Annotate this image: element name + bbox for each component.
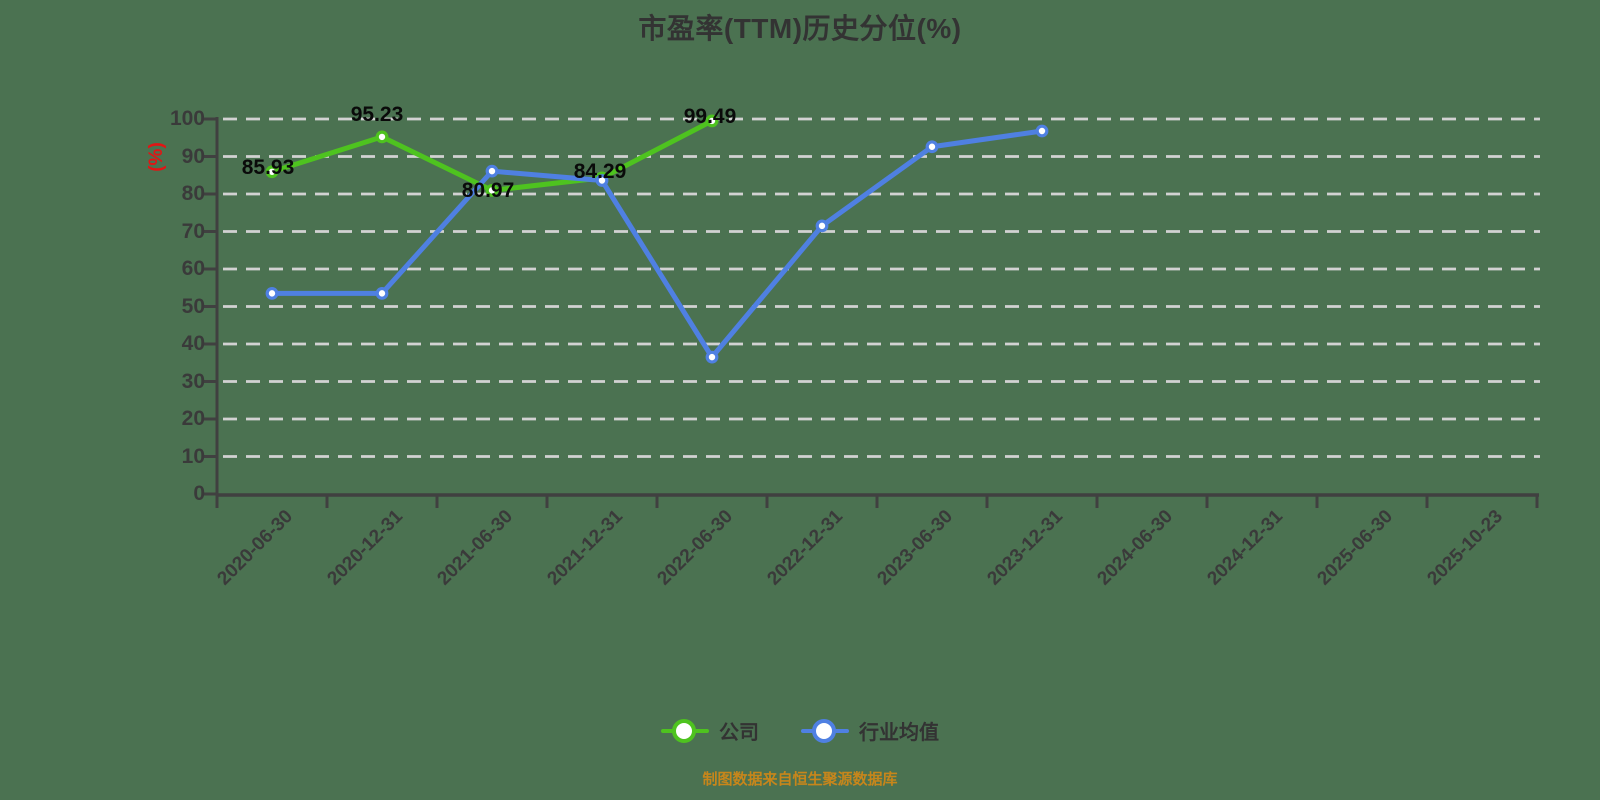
industry-line-marker-icon [801,718,849,744]
data-point-1 [595,174,609,187]
company-line-marker-icon [661,718,709,744]
y-tick-label: 100 [169,107,205,130]
legend-label-company: 公司 [719,722,759,744]
y-tick-label: 0 [193,482,205,505]
data-point-1 [1035,124,1049,138]
chart-title: 市盈率(TTM)历史分位(%) [638,13,962,44]
y-tick-label: 20 [181,407,205,430]
y-tick-label: 60 [181,257,205,280]
data-point-1 [925,140,939,154]
data-point-1 [375,286,389,300]
data-point-0 [375,130,389,144]
point-value-label: 80.97 [461,179,515,202]
y-tick-label: 70 [181,219,205,243]
y-tick-label: 80 [181,182,205,205]
y-tick-label: 90 [181,144,205,168]
legend-item-industry-avg[interactable]: 行业均值 [801,716,939,745]
legend: 公司 行业均值 [0,716,1600,745]
data-point-0 [265,165,279,179]
point-value-label: 84.29 [573,160,627,183]
footer-note: 制图数据来自恒生聚源数据库 [702,771,898,788]
legend-label-industry-avg: 行业均值 [859,722,939,744]
y-tick-label: 10 [181,444,205,468]
legend-item-company[interactable]: 公司 [661,716,759,745]
point-value-label: 95.23 [350,103,404,126]
data-point-0 [485,183,499,197]
series-line-1 [269,128,1045,360]
y-tick-label: 30 [181,369,205,393]
y-tick-label: 40 [181,332,205,355]
point-value-label: 99.49 [683,105,737,128]
data-point-1 [265,286,279,300]
y-tick-label: 50 [181,294,205,318]
data-point-1 [485,164,499,178]
data-point-1 [815,219,829,233]
point-value-label: 85.93 [241,156,295,179]
data-point-0 [705,114,719,128]
data-point-1 [705,350,719,364]
